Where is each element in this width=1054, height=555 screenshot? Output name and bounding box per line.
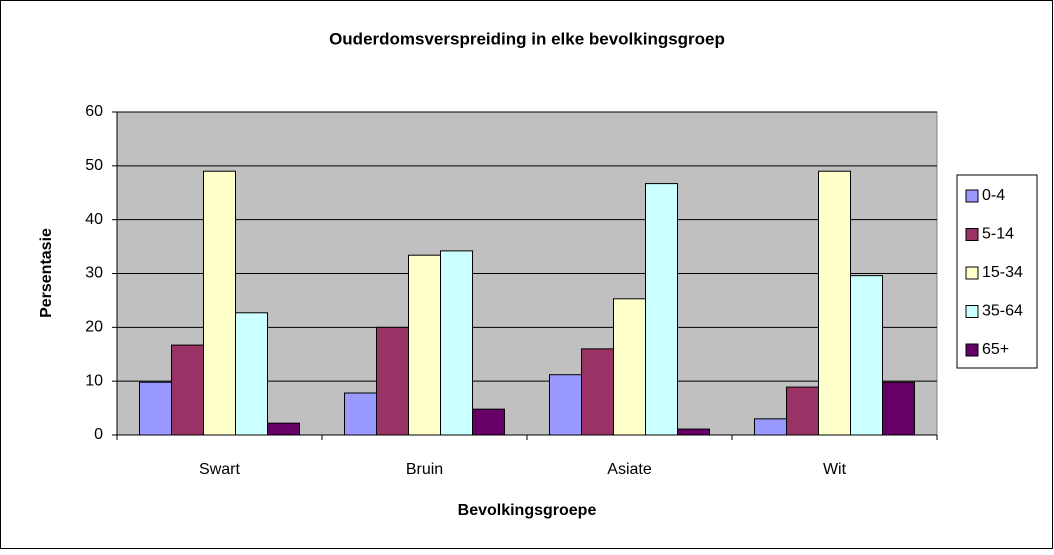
- bar: [235, 312, 268, 436]
- bar: [408, 254, 441, 436]
- y-tick-label: 50: [85, 157, 103, 174]
- x-tick-label: Bruin: [406, 461, 443, 478]
- bar: [613, 298, 646, 436]
- legend-label: 15-34: [982, 264, 1023, 281]
- legend-swatch: [965, 305, 979, 318]
- y-tick-label: 20: [85, 319, 103, 336]
- bar: [376, 326, 409, 436]
- bar: [581, 348, 614, 436]
- bar: [549, 374, 582, 436]
- bar: [786, 386, 819, 436]
- bar: [267, 422, 300, 436]
- legend-swatch: [965, 343, 979, 357]
- bar: [818, 170, 851, 436]
- bar: [203, 170, 236, 436]
- bar: [139, 381, 172, 436]
- bar: [645, 183, 678, 436]
- y-tick-label: 30: [85, 265, 103, 282]
- x-tick-label: Swart: [199, 461, 240, 478]
- chart-title: Ouderdomsverspreiding in elke bevolkings…: [329, 29, 725, 48]
- legend-label: 35-64: [982, 303, 1023, 320]
- bar: [344, 392, 377, 436]
- legend-label: 5-14: [982, 226, 1014, 243]
- legend-swatch: [965, 228, 979, 241]
- x-tick-label: Wit: [823, 461, 847, 478]
- bar: [440, 250, 473, 436]
- bar: [472, 408, 505, 436]
- legend-label: 65+: [982, 341, 1009, 358]
- bar: [754, 418, 787, 436]
- bar: [171, 344, 204, 436]
- legend-label: 0-4: [982, 187, 1005, 204]
- y-tick-label: 40: [85, 211, 103, 228]
- x-axis-label: Bevolkingsgroepe: [458, 502, 597, 519]
- y-axis-label: Persentasie: [38, 228, 55, 318]
- legend-swatch: [965, 189, 979, 203]
- bar: [882, 381, 915, 436]
- x-tick-label: Asiate: [607, 461, 652, 478]
- y-tick-label: 0: [94, 426, 103, 443]
- y-tick-label: 10: [85, 372, 103, 389]
- legend-swatch: [965, 266, 979, 280]
- bar: [850, 275, 883, 436]
- y-tick-label: 60: [85, 103, 103, 120]
- bar: [677, 428, 710, 436]
